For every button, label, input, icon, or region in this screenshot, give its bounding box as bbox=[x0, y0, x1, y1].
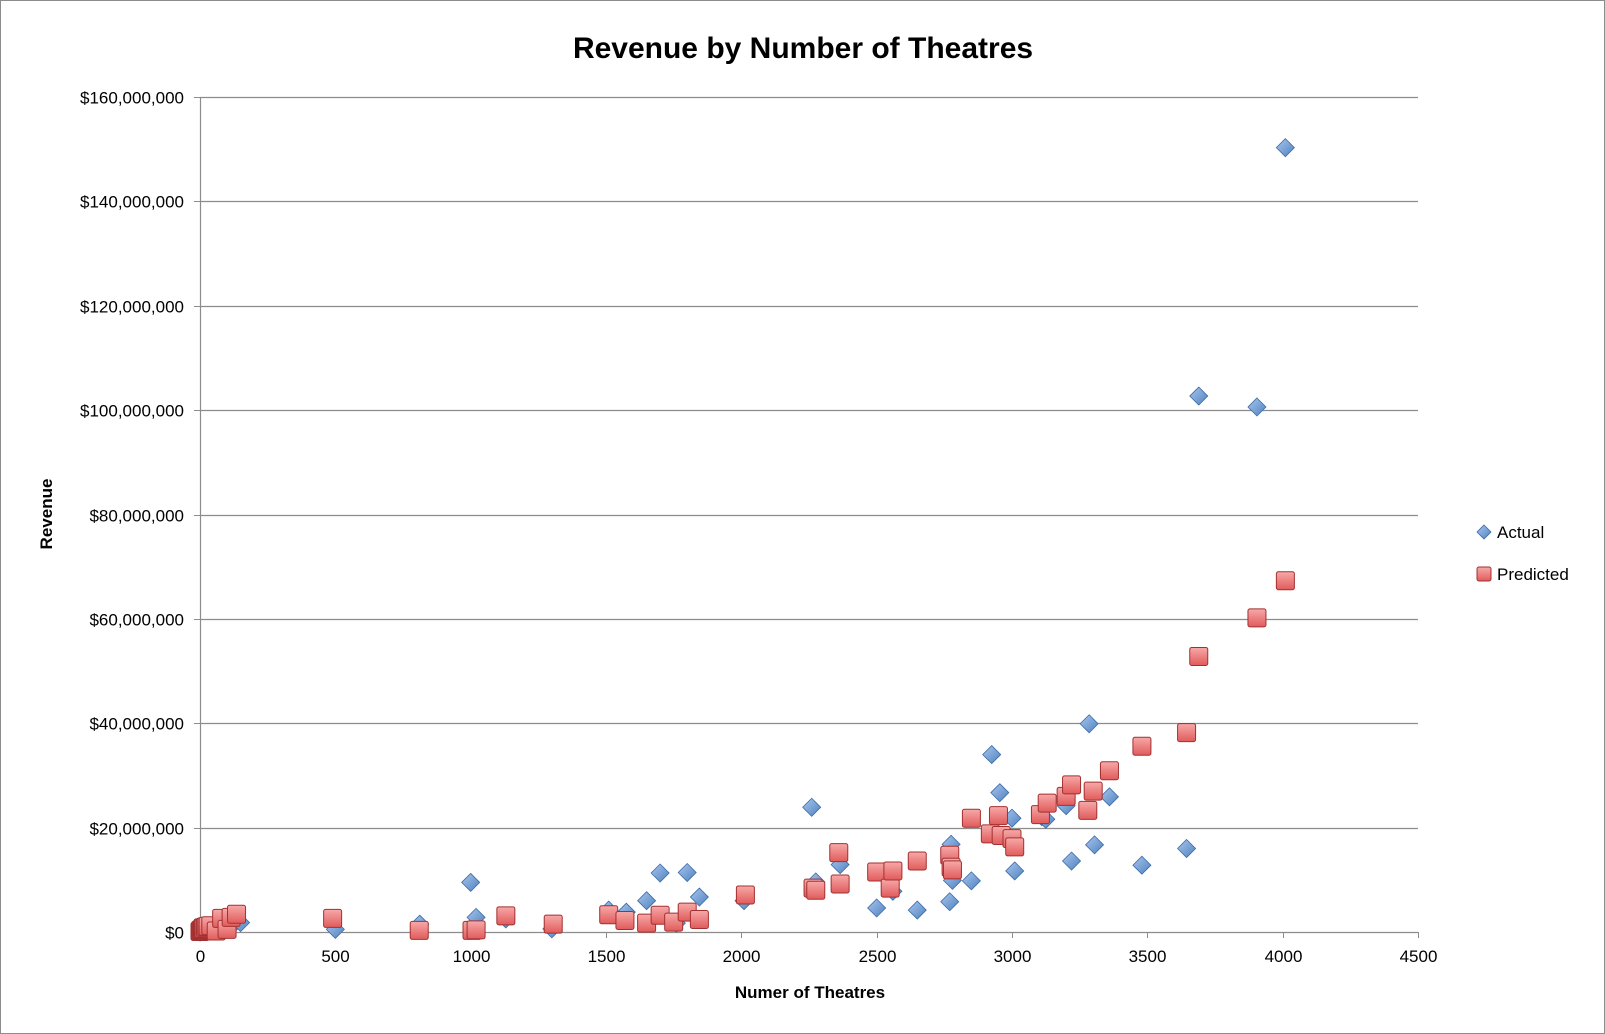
point-predicted-24 bbox=[615, 911, 635, 931]
point-actual-60 bbox=[1177, 838, 1197, 859]
legend-item-predicted: Predicted bbox=[1476, 565, 1569, 584]
point-actual-63 bbox=[1275, 138, 1295, 158]
point-actual-48 bbox=[982, 744, 1002, 765]
legend-diamond-shape bbox=[1476, 524, 1492, 540]
point-actual-56 bbox=[1079, 714, 1099, 734]
point-predicted-33 bbox=[829, 843, 849, 863]
point-actual-25 bbox=[461, 872, 481, 892]
y-tick-label-7: $140,000,000 bbox=[80, 193, 184, 212]
point-predicted-59 bbox=[1275, 571, 1295, 591]
x-tick-label-6: 3000 bbox=[994, 947, 1032, 966]
point-predicted-34 bbox=[830, 874, 850, 894]
point-predicted-58 bbox=[1247, 608, 1267, 628]
y-axis-title: Revenue bbox=[37, 479, 56, 550]
y-tick-label-0: $0 bbox=[165, 924, 184, 943]
y-tick-labels: $0 $20,000,000 $40,000,000 $60,000,000 $80,0… bbox=[80, 89, 184, 943]
x-tick-label-1: 500 bbox=[321, 947, 349, 966]
y-tick-label-8: $160,000,000 bbox=[80, 89, 184, 108]
legend: Actual Predicted bbox=[1476, 523, 1569, 584]
point-actual-33 bbox=[650, 863, 670, 883]
point-predicted-20 bbox=[466, 920, 486, 940]
point-predicted-36 bbox=[880, 878, 900, 898]
legend-item-actual: Actual bbox=[1476, 523, 1544, 542]
point-actual-62 bbox=[1247, 397, 1267, 417]
legend-marker-actual-diamond bbox=[1476, 524, 1492, 540]
point-predicted-54 bbox=[1099, 761, 1119, 781]
point-predicted-22 bbox=[543, 914, 563, 934]
point-actual-49 bbox=[990, 783, 1010, 803]
point-predicted-49 bbox=[1037, 793, 1057, 813]
point-predicted-55 bbox=[1132, 736, 1152, 756]
point-actual-51 bbox=[1005, 861, 1025, 881]
point-actual-36 bbox=[689, 887, 709, 907]
plot-area-series bbox=[190, 138, 1295, 942]
chart-title: Revenue by Number of Theatres bbox=[573, 32, 1033, 65]
x-axis-title: Numer of Theatres bbox=[735, 983, 885, 1002]
x-tick-label-3: 1500 bbox=[588, 947, 626, 966]
point-predicted-44 bbox=[988, 806, 1008, 826]
legend-square-shape bbox=[1476, 566, 1492, 582]
point-actual-41 bbox=[867, 898, 887, 918]
point-actual-35 bbox=[677, 862, 697, 883]
point-actual-57 bbox=[1084, 835, 1105, 855]
point-predicted-41 bbox=[942, 860, 962, 880]
point-actual-32 bbox=[637, 891, 657, 911]
point-actual-55 bbox=[1061, 851, 1082, 871]
point-predicted-16 bbox=[227, 904, 247, 924]
y-tick-label-3: $60,000,000 bbox=[89, 611, 184, 630]
point-predicted-52 bbox=[1078, 800, 1098, 820]
point-predicted-47 bbox=[1005, 837, 1025, 857]
point-predicted-35 bbox=[867, 862, 887, 882]
point-actual-43 bbox=[907, 900, 927, 920]
legend-label-actual: Actual bbox=[1497, 523, 1544, 542]
x-tick-label-9: 4500 bbox=[1400, 947, 1438, 966]
x-tick-label-8: 4000 bbox=[1265, 947, 1303, 966]
series-predicted bbox=[190, 571, 1295, 941]
x-tick-label-2: 1000 bbox=[453, 947, 491, 966]
point-predicted-38 bbox=[907, 851, 927, 871]
point-predicted-29 bbox=[689, 909, 709, 929]
point-actual-61 bbox=[1189, 386, 1209, 406]
point-actual-47 bbox=[961, 871, 981, 891]
x-tick-label-7: 3500 bbox=[1129, 947, 1167, 966]
y-tick-label-1: $20,000,000 bbox=[89, 820, 184, 839]
x-tick-label-0: 0 bbox=[196, 947, 205, 966]
axes bbox=[194, 97, 1419, 938]
y-tick-label-6: $120,000,000 bbox=[80, 298, 184, 317]
point-predicted-57 bbox=[1189, 646, 1209, 666]
gridlines bbox=[200, 96, 1418, 830]
point-actual-58 bbox=[1099, 787, 1120, 807]
point-predicted-51 bbox=[1062, 775, 1082, 795]
point-predicted-56 bbox=[1177, 723, 1197, 743]
point-predicted-32 bbox=[806, 880, 826, 900]
y-tick-label-4: $80,000,000 bbox=[89, 507, 184, 526]
point-predicted-53 bbox=[1083, 781, 1103, 801]
point-predicted-17 bbox=[323, 908, 343, 928]
y-tick-label-5: $100,000,000 bbox=[80, 402, 184, 421]
x-tick-label-5: 2500 bbox=[859, 947, 897, 966]
point-predicted-37 bbox=[883, 861, 903, 881]
point-predicted-18 bbox=[409, 920, 429, 940]
legend-marker-predicted-square bbox=[1476, 566, 1492, 582]
y-tick-label-2: $40,000,000 bbox=[89, 715, 184, 734]
point-actual-59 bbox=[1132, 855, 1152, 875]
x-tick-label-4: 2000 bbox=[723, 947, 761, 966]
point-predicted-23 bbox=[599, 905, 619, 925]
legend-label-predicted: Predicted bbox=[1497, 565, 1569, 584]
point-predicted-21 bbox=[496, 906, 516, 926]
point-actual-44 bbox=[940, 892, 960, 912]
x-tick-labels: 0 500 1000 1500 2000 2500 3000 3500 4000 4500 bbox=[196, 947, 1438, 966]
point-actual-38 bbox=[802, 797, 822, 817]
point-predicted-42 bbox=[961, 808, 981, 828]
point-predicted-30 bbox=[735, 885, 755, 905]
